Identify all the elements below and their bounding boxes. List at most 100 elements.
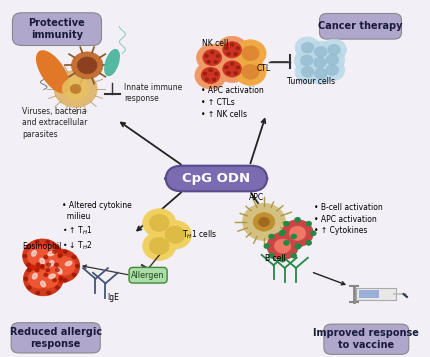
Text: CpG ODN: CpG ODN bbox=[182, 172, 250, 185]
Ellipse shape bbox=[40, 258, 45, 264]
Circle shape bbox=[213, 60, 217, 64]
Circle shape bbox=[234, 40, 265, 67]
Circle shape bbox=[289, 226, 305, 240]
Circle shape bbox=[307, 52, 332, 73]
Circle shape bbox=[40, 264, 44, 268]
Text: Improved response
to vaccine: Improved response to vaccine bbox=[313, 328, 418, 350]
Circle shape bbox=[58, 254, 62, 258]
Text: Allergen: Allergen bbox=[131, 271, 164, 280]
Circle shape bbox=[319, 49, 344, 70]
Circle shape bbox=[226, 71, 230, 75]
Circle shape bbox=[274, 239, 290, 253]
Ellipse shape bbox=[65, 261, 72, 266]
Circle shape bbox=[224, 66, 228, 69]
Circle shape bbox=[222, 61, 241, 77]
Text: • B-cell activation
• APC activation
• ↑ Cytokines: • B-cell activation • APC activation • ↑… bbox=[313, 203, 381, 235]
Circle shape bbox=[242, 203, 285, 240]
Circle shape bbox=[52, 250, 56, 253]
Circle shape bbox=[72, 273, 76, 277]
Text: Eosinophil: Eosinophil bbox=[22, 242, 61, 251]
Circle shape bbox=[36, 263, 40, 266]
Circle shape bbox=[196, 44, 227, 71]
Circle shape bbox=[230, 43, 233, 46]
Text: T$_H$1 cells: T$_H$1 cells bbox=[182, 228, 217, 241]
Circle shape bbox=[290, 234, 296, 239]
Circle shape bbox=[55, 286, 59, 289]
Circle shape bbox=[63, 250, 67, 253]
Text: Innate immune
response: Innate immune response bbox=[124, 83, 182, 103]
Ellipse shape bbox=[49, 261, 54, 266]
Circle shape bbox=[70, 84, 81, 94]
Circle shape bbox=[142, 232, 175, 260]
Circle shape bbox=[58, 277, 63, 281]
Circle shape bbox=[321, 39, 346, 60]
Text: CTL: CTL bbox=[255, 65, 270, 74]
Circle shape bbox=[54, 263, 58, 267]
FancyBboxPatch shape bbox=[11, 323, 100, 353]
Circle shape bbox=[327, 44, 339, 55]
Circle shape bbox=[214, 72, 218, 75]
Text: • APC activation
• ↑ CTLs
• ↑ NK cells: • APC activation • ↑ CTLs • ↑ NK cells bbox=[200, 86, 263, 119]
Circle shape bbox=[233, 71, 237, 75]
Circle shape bbox=[313, 57, 326, 68]
Circle shape bbox=[235, 47, 239, 50]
Circle shape bbox=[314, 46, 326, 57]
Circle shape bbox=[266, 232, 298, 260]
Ellipse shape bbox=[49, 274, 55, 278]
Circle shape bbox=[205, 78, 209, 81]
Circle shape bbox=[307, 41, 332, 62]
FancyBboxPatch shape bbox=[129, 267, 167, 283]
Circle shape bbox=[28, 270, 50, 288]
Ellipse shape bbox=[31, 251, 36, 256]
Circle shape bbox=[55, 268, 59, 272]
Ellipse shape bbox=[57, 268, 62, 274]
Circle shape bbox=[35, 268, 39, 272]
Circle shape bbox=[230, 62, 233, 65]
Circle shape bbox=[279, 230, 285, 235]
Circle shape bbox=[53, 257, 75, 275]
Circle shape bbox=[201, 67, 220, 84]
Circle shape bbox=[241, 64, 258, 79]
Circle shape bbox=[307, 63, 332, 84]
Circle shape bbox=[36, 247, 58, 265]
Circle shape bbox=[142, 209, 175, 237]
Circle shape bbox=[77, 57, 97, 74]
Circle shape bbox=[314, 68, 326, 79]
Ellipse shape bbox=[32, 273, 37, 279]
Circle shape bbox=[222, 42, 241, 58]
Circle shape bbox=[52, 278, 56, 282]
Text: Tumour cells: Tumour cells bbox=[286, 77, 334, 86]
Circle shape bbox=[294, 50, 318, 71]
Text: B cell: B cell bbox=[264, 254, 285, 263]
FancyBboxPatch shape bbox=[319, 14, 401, 39]
Circle shape bbox=[326, 65, 338, 75]
Circle shape bbox=[24, 277, 28, 281]
Circle shape bbox=[23, 254, 27, 258]
Text: Cancer therapy: Cancer therapy bbox=[317, 21, 402, 31]
Circle shape bbox=[27, 247, 49, 265]
Circle shape bbox=[295, 61, 319, 82]
Circle shape bbox=[233, 52, 237, 56]
FancyBboxPatch shape bbox=[12, 13, 101, 45]
Circle shape bbox=[54, 70, 97, 107]
Ellipse shape bbox=[104, 50, 119, 76]
Circle shape bbox=[194, 62, 226, 89]
Circle shape bbox=[216, 55, 247, 82]
Circle shape bbox=[36, 291, 40, 295]
Circle shape bbox=[71, 52, 103, 79]
Text: • Altered cytokine
  milieu
• ↑ T$_H$1
• ↓ T$_H$2: • Altered cytokine milieu • ↑ T$_H$1 • ↓… bbox=[62, 201, 132, 252]
FancyBboxPatch shape bbox=[355, 288, 395, 301]
Circle shape bbox=[294, 244, 300, 249]
Circle shape bbox=[158, 221, 191, 249]
Circle shape bbox=[301, 42, 313, 53]
Circle shape bbox=[281, 220, 313, 247]
Text: IgE: IgE bbox=[107, 293, 119, 302]
Circle shape bbox=[26, 246, 31, 249]
Circle shape bbox=[63, 278, 67, 282]
Circle shape bbox=[203, 72, 206, 75]
Circle shape bbox=[301, 66, 313, 77]
Circle shape bbox=[165, 226, 184, 243]
Ellipse shape bbox=[37, 51, 69, 93]
Circle shape bbox=[294, 217, 300, 222]
Circle shape bbox=[305, 221, 311, 226]
